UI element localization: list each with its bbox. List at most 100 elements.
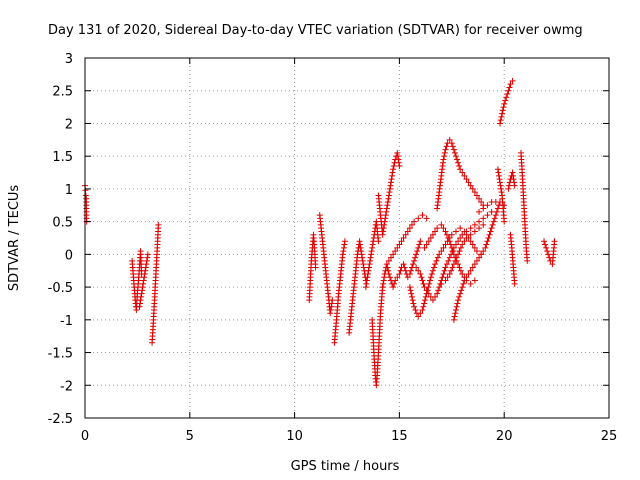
data-point <box>544 248 551 255</box>
data-point <box>488 225 495 232</box>
data-point <box>363 277 370 284</box>
data-point <box>433 257 440 264</box>
data-point <box>390 166 397 173</box>
data-point <box>340 248 347 255</box>
data-point <box>417 238 424 245</box>
data-point <box>411 218 418 225</box>
data-point <box>444 274 451 281</box>
data-point <box>360 264 367 271</box>
data-point <box>541 238 548 245</box>
data-point <box>441 267 448 274</box>
data-point <box>445 257 452 264</box>
data-point <box>459 241 466 248</box>
data-point <box>500 104 507 111</box>
data-point <box>382 215 389 222</box>
data-point <box>463 274 470 281</box>
data-point <box>471 244 478 251</box>
data-point <box>510 172 517 179</box>
data-point <box>390 163 397 169</box>
data-point <box>448 140 455 147</box>
data-point <box>485 235 492 241</box>
data-point <box>420 280 427 287</box>
data-point <box>368 251 375 258</box>
data-point <box>453 303 460 310</box>
data-point <box>451 149 458 156</box>
data-point <box>386 185 393 192</box>
data-point <box>394 153 401 160</box>
data-point <box>341 241 348 248</box>
data-point <box>380 225 387 232</box>
data-point <box>383 261 390 268</box>
data-point <box>473 192 480 199</box>
data-point <box>476 225 483 232</box>
data-point <box>369 244 376 251</box>
data-point <box>452 257 459 264</box>
data-point <box>427 277 434 284</box>
data-point <box>452 228 459 235</box>
data-point <box>341 238 348 245</box>
data-point <box>312 264 319 271</box>
data-point <box>419 212 426 219</box>
data-point <box>429 267 436 274</box>
data-point <box>381 274 388 281</box>
data-point <box>511 182 518 189</box>
data-point <box>509 169 516 176</box>
data-point <box>385 192 392 199</box>
data-point <box>430 264 437 271</box>
data-point <box>467 225 474 232</box>
data-point <box>364 274 371 281</box>
data-point <box>463 176 470 183</box>
data-point <box>446 238 453 245</box>
data-point <box>357 241 364 248</box>
data-point <box>449 143 456 150</box>
data-point <box>454 300 461 307</box>
data-point <box>328 303 335 310</box>
data-point <box>406 271 413 277</box>
data-point <box>490 218 497 225</box>
data-point <box>421 284 428 291</box>
data-point <box>390 251 397 258</box>
data-point <box>459 271 466 277</box>
data-point <box>364 271 371 277</box>
data-point <box>467 231 474 238</box>
data-point <box>457 290 464 297</box>
data-point <box>471 221 478 228</box>
data-point <box>457 267 464 274</box>
data-point <box>412 254 419 261</box>
data-point <box>441 149 448 156</box>
data-point <box>395 156 402 163</box>
data-point <box>455 238 462 245</box>
data-point <box>138 290 145 297</box>
data-point <box>142 267 149 274</box>
data-point <box>140 280 147 287</box>
data-point <box>434 290 441 297</box>
data-point <box>385 195 392 202</box>
data-point <box>144 251 151 258</box>
data-point <box>416 241 423 248</box>
data-point <box>388 179 395 186</box>
data-point <box>484 202 491 209</box>
data-point <box>363 280 370 287</box>
data-point <box>421 300 428 307</box>
data-point <box>478 199 485 205</box>
data-point <box>356 238 363 245</box>
data-point <box>442 241 449 248</box>
data-point <box>476 208 483 215</box>
data-point <box>385 267 392 274</box>
data-point <box>465 271 472 277</box>
data-point <box>499 107 506 114</box>
data-point <box>421 297 428 304</box>
data-point <box>453 254 460 261</box>
data-point <box>483 241 490 248</box>
data-point <box>396 271 403 277</box>
data-point <box>471 228 478 235</box>
data-point <box>425 238 432 245</box>
data-point <box>443 261 450 268</box>
data-point <box>436 284 443 291</box>
data-point <box>469 264 476 271</box>
data-point <box>442 228 449 235</box>
data-point <box>458 287 465 294</box>
data-point <box>543 244 550 251</box>
data-point <box>375 238 382 245</box>
data-point <box>457 244 464 251</box>
